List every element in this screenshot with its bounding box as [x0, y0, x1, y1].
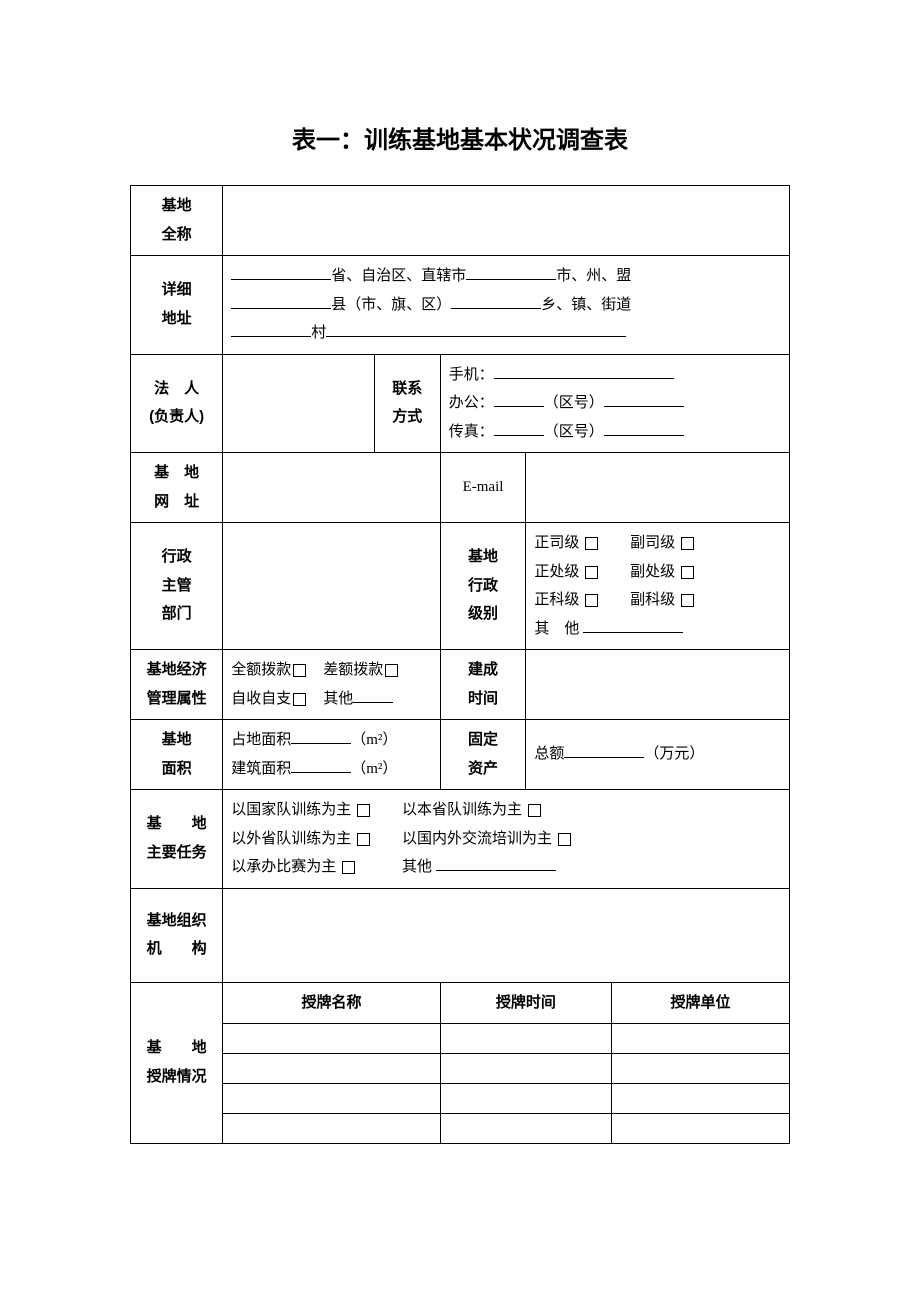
- field-website[interactable]: [223, 453, 440, 523]
- checkbox-icon[interactable]: [558, 833, 571, 846]
- field-admin-level[interactable]: 正司级 副司级 正处级 副处级 正科级 副科级 其 他: [526, 523, 790, 650]
- award-unit-cell[interactable]: [612, 1024, 790, 1054]
- label-legal-person: 法 人 (负责人): [131, 354, 223, 453]
- field-contact[interactable]: 手机： 办公：（区号） 传真：（区号）: [440, 354, 789, 453]
- form-title: 表一：训练基地基本状况调查表: [130, 120, 790, 155]
- award-time-cell[interactable]: [440, 1024, 611, 1054]
- award-row: [131, 1054, 790, 1084]
- label-admin-level: 基地 行政 级别: [440, 523, 526, 650]
- field-tasks[interactable]: 以国家队训练为主 以本省队训练为主 以外省队训练为主 以国内外交流培训为主 以承…: [223, 790, 790, 889]
- label-area: 基地 面积: [131, 720, 223, 790]
- award-time-cell[interactable]: [440, 1084, 611, 1114]
- field-base-name[interactable]: [223, 186, 790, 256]
- label-email: E-mail: [440, 453, 526, 523]
- label-assets: 固定 资产: [440, 720, 526, 790]
- award-col-time: 授牌时间: [440, 982, 611, 1024]
- checkbox-icon[interactable]: [681, 566, 694, 579]
- checkbox-icon[interactable]: [342, 861, 355, 874]
- award-time-cell[interactable]: [440, 1114, 611, 1144]
- award-name-cell[interactable]: [223, 1024, 440, 1054]
- label-admin-dept: 行政 主管 部门: [131, 523, 223, 650]
- award-unit-cell[interactable]: [612, 1114, 790, 1144]
- field-email[interactable]: [526, 453, 790, 523]
- field-org[interactable]: [223, 888, 790, 982]
- label-org: 基地组织 机 构: [131, 888, 223, 982]
- award-time-cell[interactable]: [440, 1054, 611, 1084]
- award-col-unit: 授牌单位: [612, 982, 790, 1024]
- checkbox-icon[interactable]: [681, 594, 694, 607]
- field-economy[interactable]: 全额拨款 差额拨款 自收自支 其他: [223, 650, 440, 720]
- label-website: 基 地 网 址: [131, 453, 223, 523]
- label-built-time: 建成 时间: [440, 650, 526, 720]
- field-admin-dept[interactable]: [223, 523, 440, 650]
- checkbox-icon[interactable]: [357, 833, 370, 846]
- field-area[interactable]: 占地面积（m²） 建筑面积（m²）: [223, 720, 440, 790]
- award-name-cell[interactable]: [223, 1114, 440, 1144]
- award-unit-cell[interactable]: [612, 1054, 790, 1084]
- checkbox-icon[interactable]: [585, 537, 598, 550]
- award-row: [131, 1024, 790, 1054]
- field-assets[interactable]: 总额（万元）: [526, 720, 790, 790]
- label-award: 基 地 授牌情况: [131, 982, 223, 1144]
- checkbox-icon[interactable]: [385, 664, 398, 677]
- survey-table: 基地 全称 详细 地址 省、自治区、直辖市市、州、盟 县（市、旗、区）乡、镇、街…: [130, 185, 790, 1144]
- award-name-cell[interactable]: [223, 1084, 440, 1114]
- checkbox-icon[interactable]: [293, 664, 306, 677]
- label-tasks: 基 地 主要任务: [131, 790, 223, 889]
- award-row: [131, 1114, 790, 1144]
- award-name-cell[interactable]: [223, 1054, 440, 1084]
- field-address[interactable]: 省、自治区、直辖市市、州、盟 县（市、旗、区）乡、镇、街道 村: [223, 256, 790, 355]
- award-unit-cell[interactable]: [612, 1084, 790, 1114]
- award-col-name: 授牌名称: [223, 982, 440, 1024]
- checkbox-icon[interactable]: [528, 804, 541, 817]
- label-economy: 基地经济 管理属性: [131, 650, 223, 720]
- checkbox-icon[interactable]: [585, 594, 598, 607]
- label-base-name: 基地 全称: [131, 186, 223, 256]
- field-built-time[interactable]: [526, 650, 790, 720]
- checkbox-icon[interactable]: [357, 804, 370, 817]
- label-contact: 联系 方式: [374, 354, 440, 453]
- award-row: [131, 1084, 790, 1114]
- checkbox-icon[interactable]: [293, 693, 306, 706]
- checkbox-icon[interactable]: [681, 537, 694, 550]
- checkbox-icon[interactable]: [585, 566, 598, 579]
- label-address: 详细 地址: [131, 256, 223, 355]
- field-legal-person[interactable]: [223, 354, 375, 453]
